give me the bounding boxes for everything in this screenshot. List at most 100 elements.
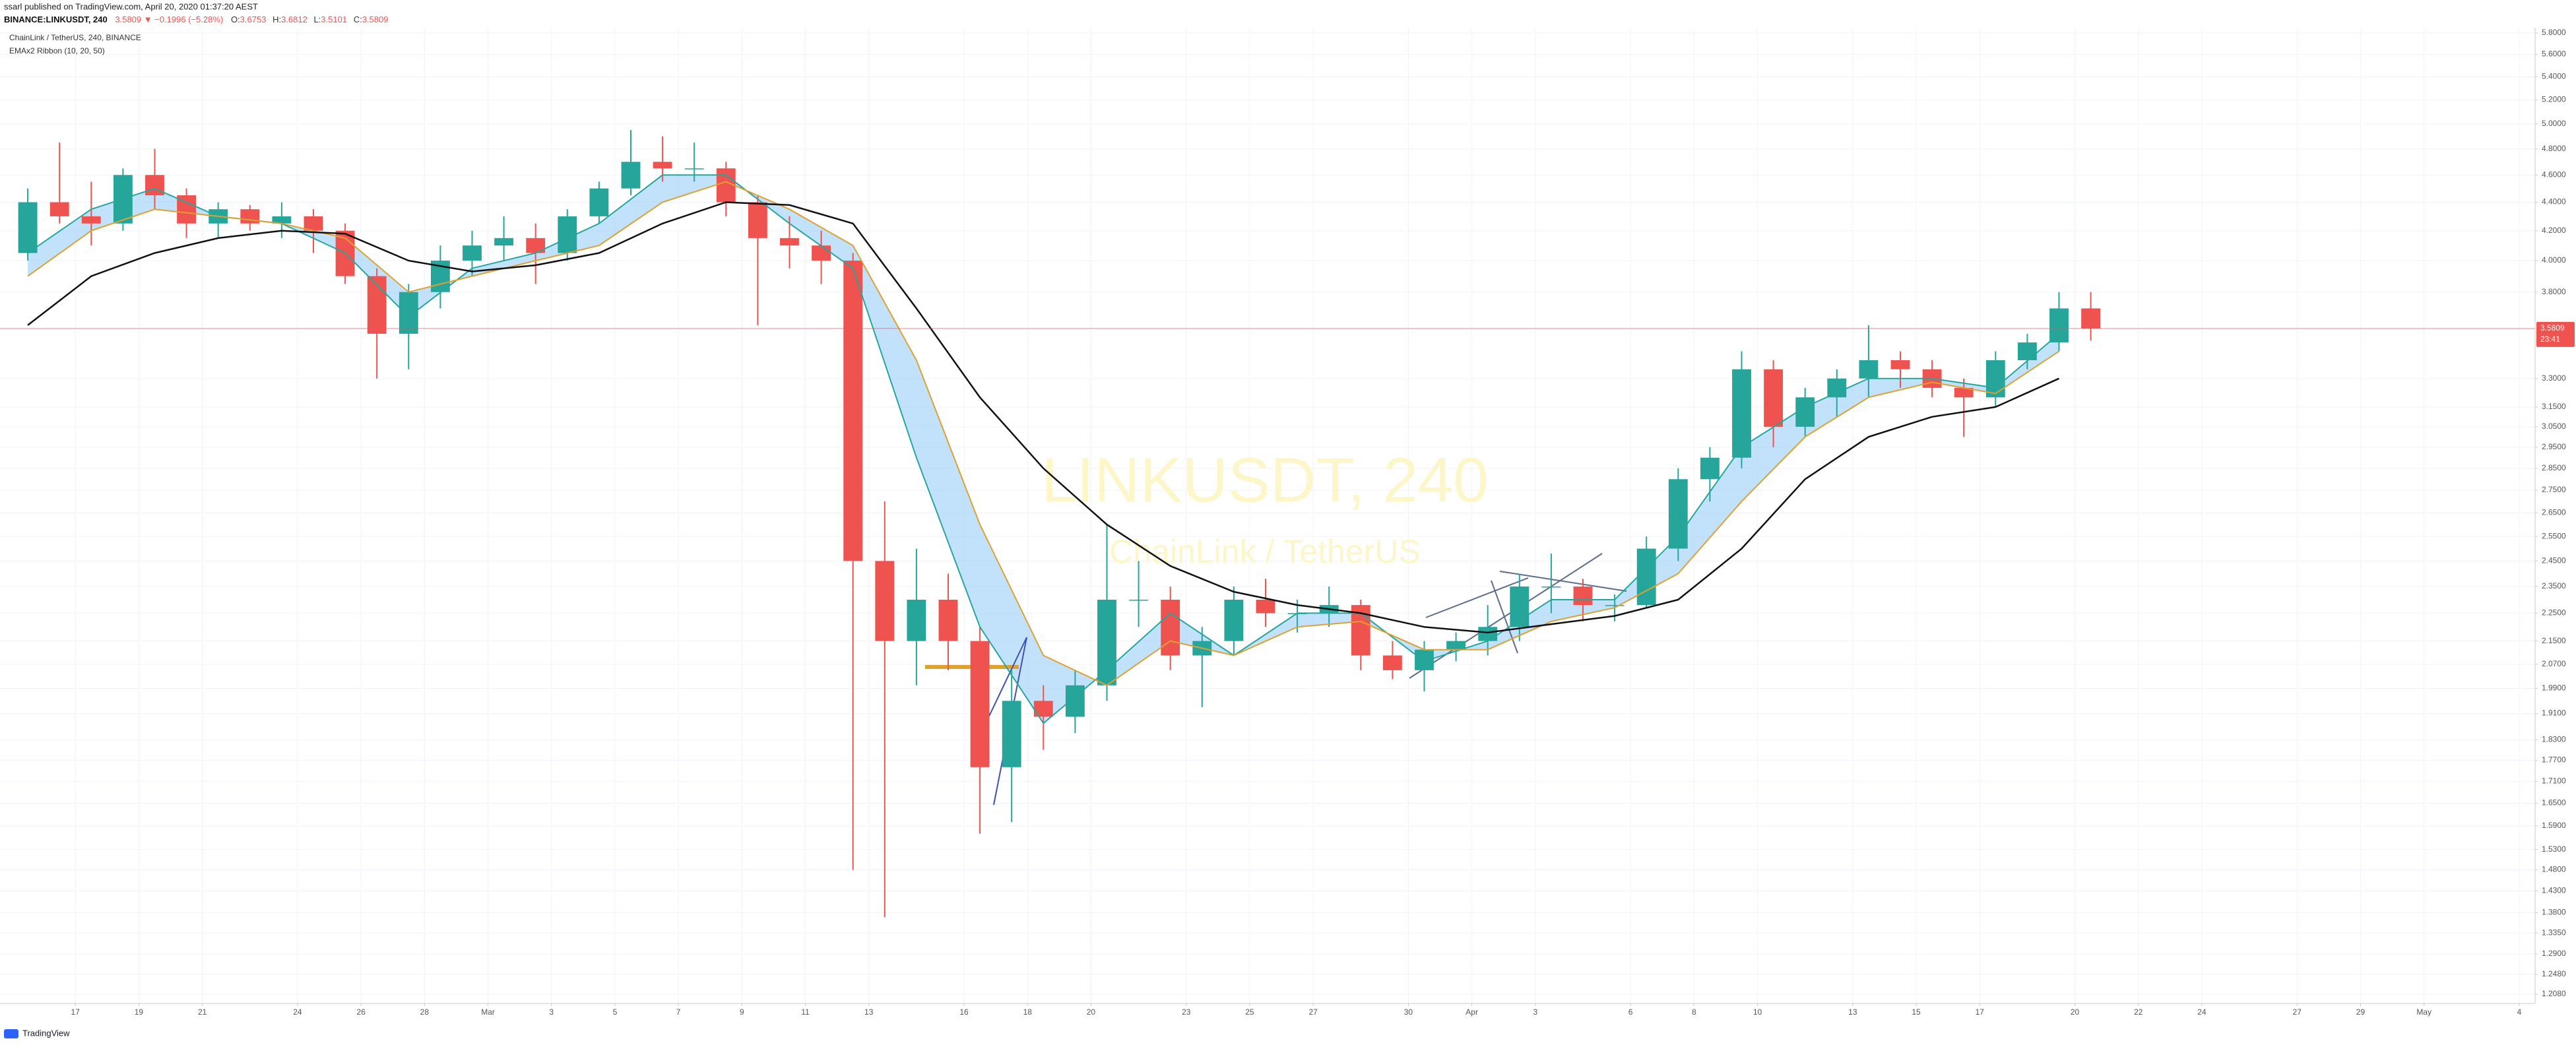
ema-line [27,201,2060,634]
y-tick-label: 1.5300 [2542,844,2566,854]
y-tick-label: 3.8000 [2542,287,2566,296]
x-tick-label: 13 [864,1007,874,1017]
y-tick-label: 5.2000 [2542,95,2566,104]
axes: 5.8000 5.6000 5.4000 5.2000 5.0000 4.8000 4.60… [71,28,2575,1017]
candle-body [526,238,546,253]
candle-body [1573,587,1593,606]
candle-body [621,162,641,189]
x-tick-label: May [2416,1007,2431,1017]
candle-body [1446,641,1466,650]
y-tick-label: 2.0700 [2542,659,2566,668]
candle-body [1541,587,1561,588]
watermark-sub: ChainLink / TetherUS [1109,533,1421,570]
candle-body [1382,655,1402,670]
y-tick-label: 4.8000 [2542,144,2566,153]
candle-body [1256,600,1275,614]
candle-body [780,238,799,246]
y-tick-label: 1.7100 [2542,776,2566,785]
trend-line [1425,577,1529,618]
publisher-line: ssarl published on TradingView.com, Apri… [4,1,258,11]
x-tick-label: 26 [356,1007,366,1017]
candle-body [18,202,38,253]
legend-indicator: EMAx2 Ribbon (10, 20, 50) [9,46,105,55]
y-tick-label: 5.0000 [2542,119,2566,128]
candle-body [970,641,990,767]
logo-mark [4,1029,18,1038]
y-tick-label: 4.6000 [2542,170,2566,179]
y-tick-label: 2.8500 [2542,463,2566,472]
x-tick-label: 22 [2134,1007,2143,1017]
x-tick-label: 24 [2197,1007,2206,1017]
candle-body [1636,548,1656,606]
candle-body [589,188,609,216]
x-tick-label: 3 [1533,1007,1538,1017]
y-tick-label: 1.4300 [2542,886,2566,895]
y-tick-label: 1.6500 [2542,798,2566,808]
x-tick-label: 24 [293,1007,302,1017]
candle-body [1954,387,1974,398]
y-tick-label: 1.5900 [2542,821,2566,830]
candle-body [1859,360,1879,379]
last-price-box [2536,321,2575,347]
candle-body [684,168,704,170]
x-tick-label: 27 [1308,1007,1318,1017]
candle-body [1668,479,1688,549]
candle-body [653,162,672,169]
x-tick-label: 21 [198,1007,207,1017]
candle-body [2081,308,2101,329]
candle-body [1985,360,2005,398]
y-tick-label: 2.4500 [2542,555,2566,565]
marks [0,130,2535,918]
y-tick-label: 1.3800 [2542,908,2566,917]
y-tick-label: 2.3500 [2542,581,2566,590]
candle-body [1605,605,1625,606]
y-tick-label: 4.4000 [2542,197,2566,206]
ohlc-key: L: [313,15,321,24]
x-tick-label: 29 [2356,1007,2366,1017]
candle-body [1732,369,1751,458]
candle-body [272,216,292,224]
ema-line [27,181,2060,686]
candle-body [2017,342,2037,360]
trend-line [1409,553,1603,679]
x-tick-label: 25 [1245,1007,1254,1017]
last-price-label: 3.5809 [2540,323,2565,333]
candle-body [145,175,164,196]
y-tick-label: 2.1500 [2542,636,2566,645]
candle-body [938,600,958,641]
candle-body [1478,627,1498,641]
x-tick-label: 20 [1087,1007,1096,1017]
candle-body [1700,457,1720,480]
y-tick-label: 1.3350 [2542,928,2566,937]
change: 3.5809 ▼ −0.1996 (−5.28%) [115,15,223,24]
candle-body [875,561,895,641]
y-tick-label: 2.2500 [2542,608,2566,618]
trend-line [1491,580,1518,654]
legend-symbol: ChainLink / TetherUS, 240, BINANCE [9,33,141,42]
ohlc-value: 3.5809 [362,15,389,24]
y-tick-label: 1.8300 [2542,734,2566,744]
x-tick-label: 19 [135,1007,144,1017]
x-tick-label: 16 [959,1007,969,1017]
x-tick-label: 10 [1753,1007,1762,1017]
x-tick-label: 23 [1182,1007,1191,1017]
candle-body [1764,369,1784,427]
x-tick-label: Mar [481,1007,495,1017]
candle-body [494,238,514,246]
x-tick-label: 18 [1023,1007,1033,1017]
y-tick-label: 1.9900 [2542,683,2566,693]
y-tick-label: 5.6000 [2542,49,2566,59]
candle-body [1097,600,1116,685]
x-tick-label: 17 [71,1007,80,1017]
x-tick-label: 8 [1692,1007,1696,1017]
symbol: BINANCE:LINKUSDT, 240 [4,15,108,24]
x-tick-label: 17 [1976,1007,1985,1017]
candle-body [1890,360,1910,369]
y-tick-label: 1.2480 [2542,969,2566,978]
x-tick-label: 15 [1912,1007,1921,1017]
footer-brand: TradingView [22,1028,70,1038]
candle-body [1033,701,1053,717]
